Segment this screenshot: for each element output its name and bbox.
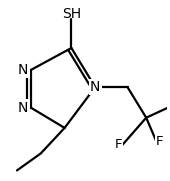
Text: N: N — [18, 63, 28, 77]
Text: F: F — [114, 138, 122, 151]
Text: N: N — [90, 80, 100, 94]
Text: SH: SH — [62, 7, 81, 21]
Text: F: F — [169, 101, 170, 114]
Text: N: N — [18, 100, 28, 115]
Text: F: F — [156, 135, 164, 148]
